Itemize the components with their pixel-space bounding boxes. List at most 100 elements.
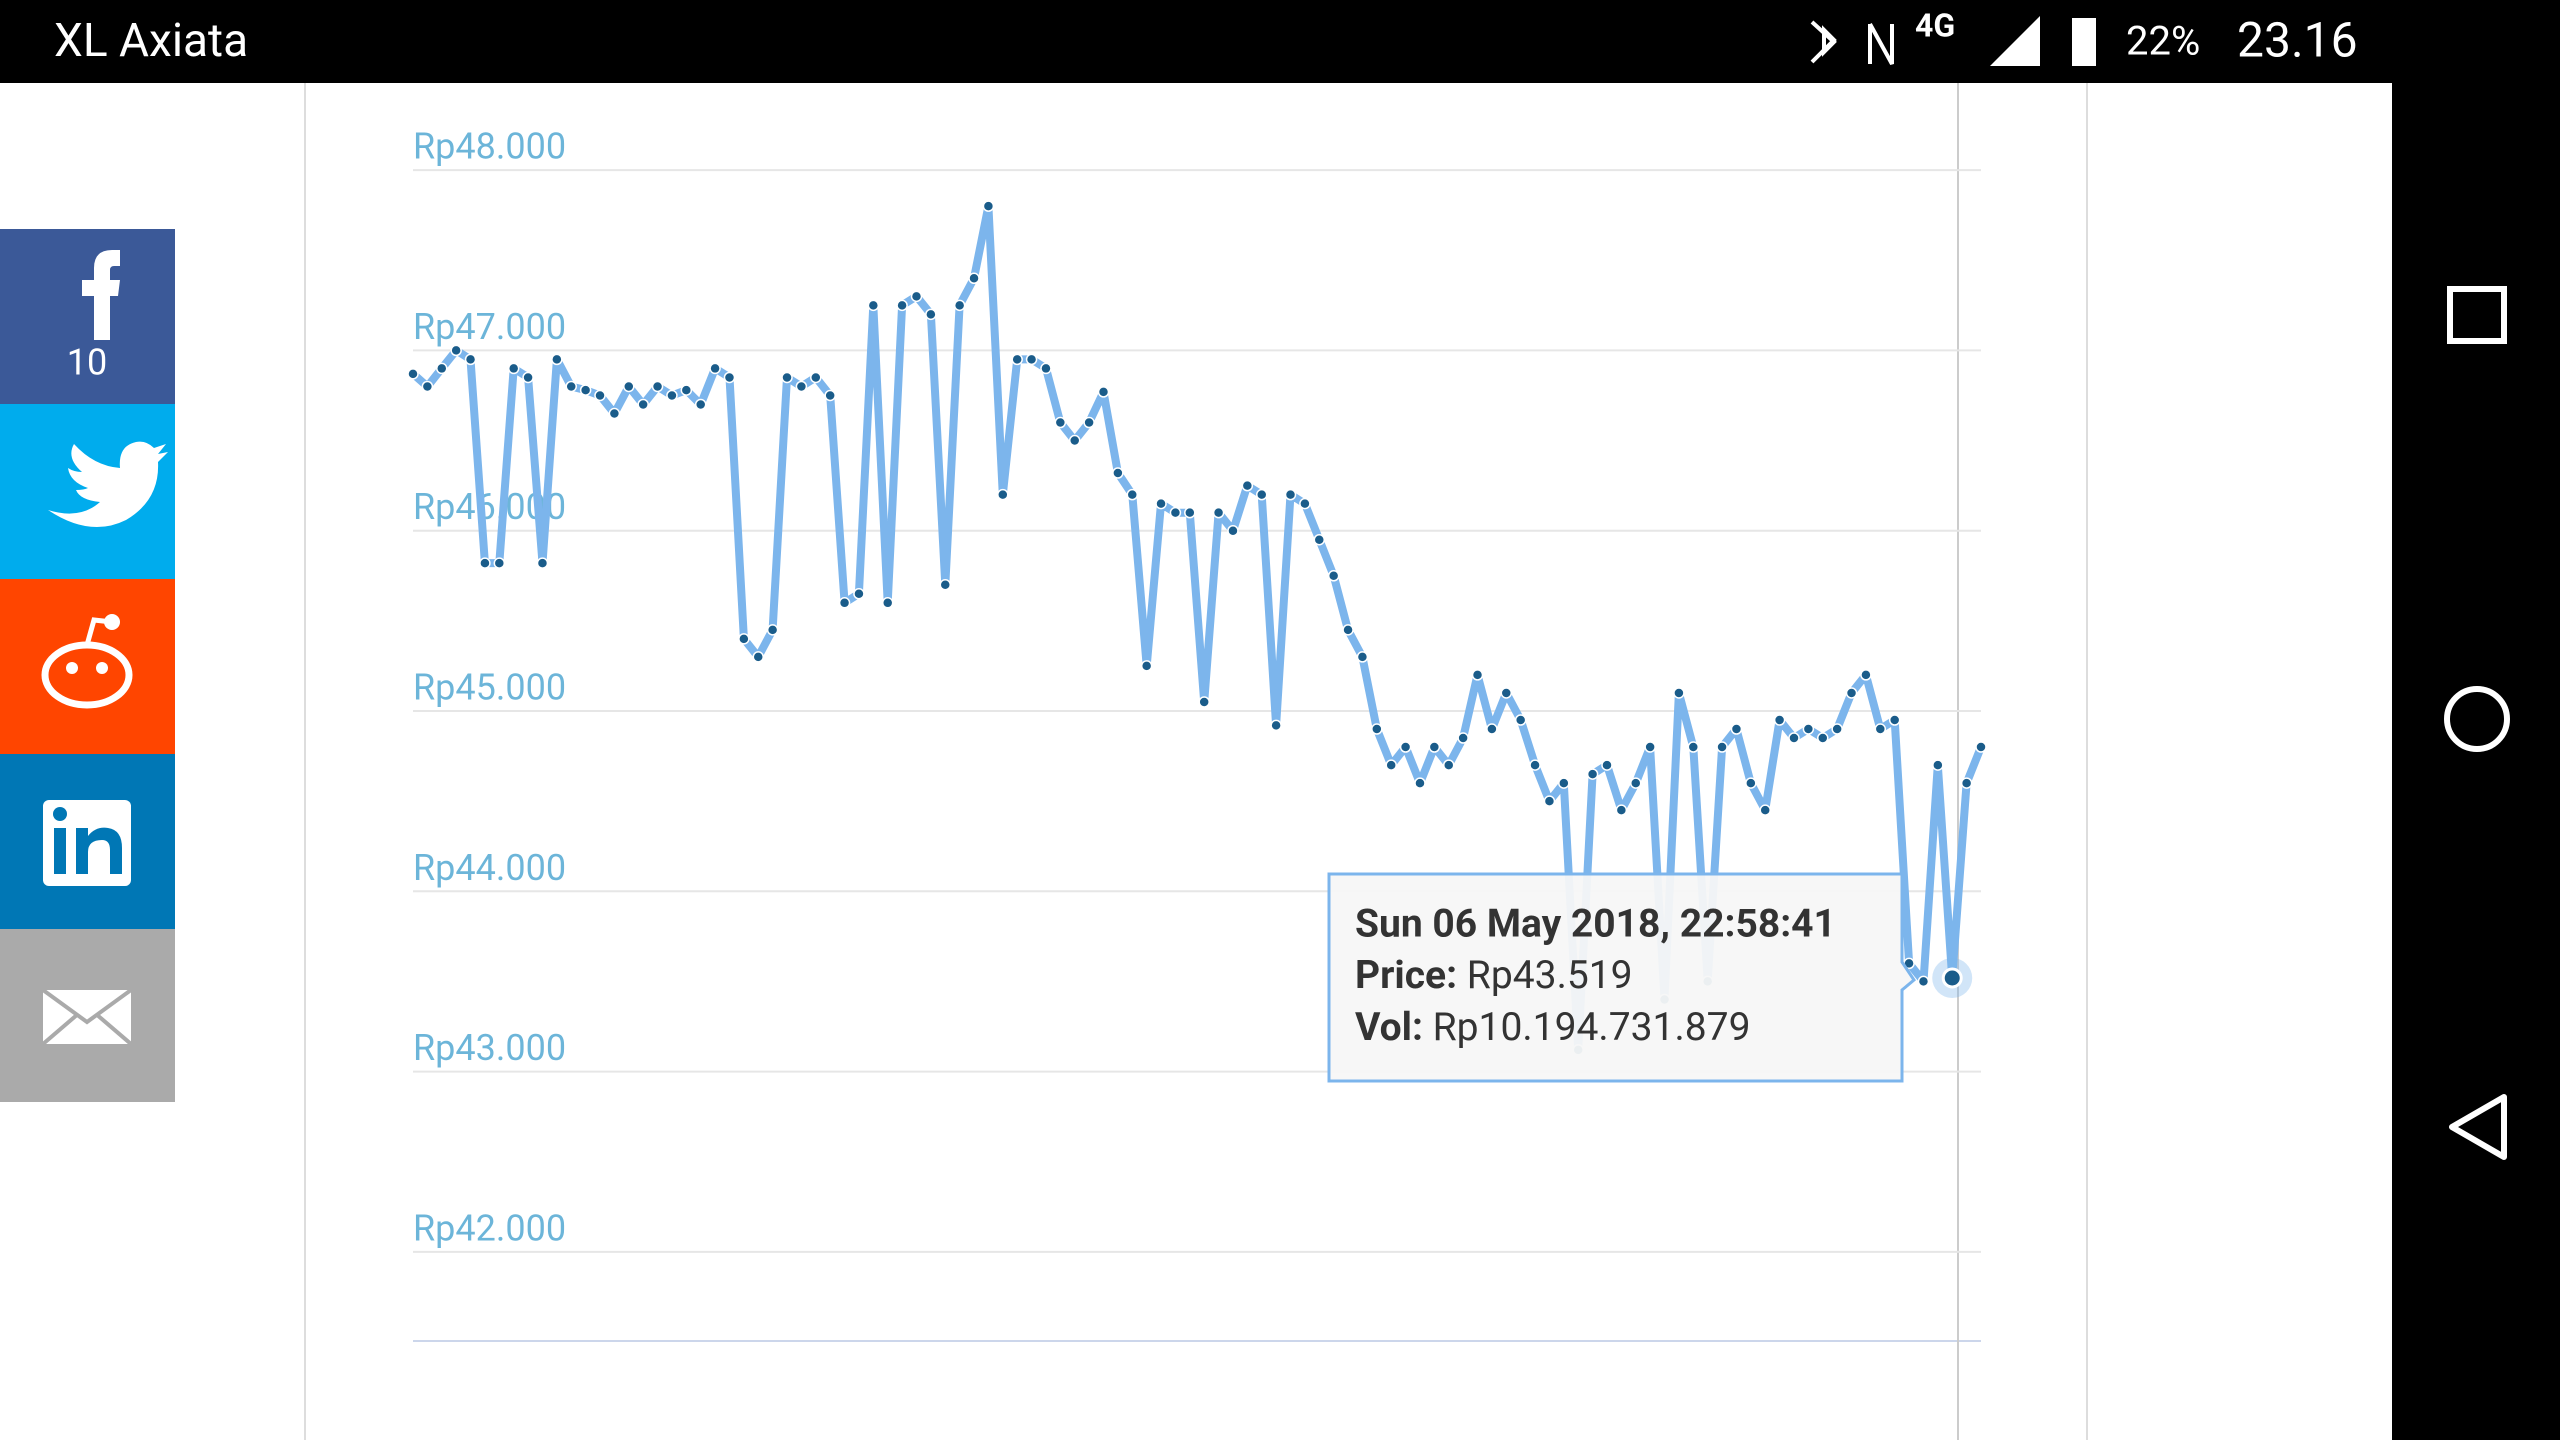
linkedin-n (76, 827, 122, 874)
data-point (910, 290, 923, 303)
home-button[interactable] (2444, 686, 2510, 752)
data-point (637, 398, 649, 411)
data-point (781, 371, 793, 384)
data-point (1687, 741, 1700, 753)
facebook-bg (0, 229, 175, 404)
share-count: 10 (67, 342, 107, 384)
linkedin-button[interactable] (0, 754, 175, 929)
data-point (694, 398, 707, 411)
data-point (1860, 669, 1872, 681)
data-point (1817, 732, 1829, 744)
battery-level: 22% (2126, 18, 2200, 65)
data-point (1313, 533, 1326, 546)
data-point (752, 651, 764, 663)
data-point (997, 488, 1009, 501)
y-tick-label: Rp42.000 (413, 1207, 566, 1249)
plot: Rp42.000Rp43.000Rp44.000Rp45.000Rp46.000… (407, 126, 1987, 1253)
data-point (1054, 416, 1067, 429)
data-point (1342, 624, 1354, 636)
data-point (1198, 696, 1210, 708)
data-point (1932, 759, 1944, 771)
data-point (623, 380, 635, 393)
data-point (1371, 723, 1383, 735)
data-point (1112, 467, 1124, 479)
data-point (1385, 759, 1397, 771)
y-tick-label: Rp48.000 (413, 126, 566, 168)
tooltip: Sun 06 May 2018, 22:58:41 Price: Rp43.51… (1327, 872, 1916, 1083)
reddit-stem (84, 617, 113, 646)
reddit-button[interactable] (0, 579, 175, 754)
data-point (795, 380, 808, 393)
data-point (1068, 434, 1081, 447)
data-point (1759, 804, 1771, 816)
data-point (1327, 570, 1340, 582)
data-point (1716, 741, 1728, 753)
content-bg (0, 0, 2392, 1440)
data-point (1543, 795, 1556, 807)
data-point (1169, 506, 1182, 519)
data-point (1558, 777, 1570, 789)
data-point (1514, 714, 1527, 726)
data-point (939, 579, 952, 591)
data-point (536, 557, 549, 569)
tooltip-box (1327, 872, 1916, 1083)
data-point (896, 299, 908, 312)
tooltip-vol: Vol: Rp10.194.731.879 (1355, 1004, 1751, 1050)
recents-button[interactable] (2447, 286, 2507, 344)
twitter-button[interactable] (0, 404, 175, 579)
data-point (723, 371, 736, 384)
facebook-button[interactable]: 10 (0, 229, 175, 404)
data-point (1284, 488, 1297, 501)
email-button[interactable] (0, 929, 175, 1102)
data-point (766, 624, 779, 636)
data-point (1011, 353, 1023, 366)
data-point (867, 299, 880, 312)
price-label: Price: (1355, 952, 1457, 998)
data-point (1083, 416, 1095, 429)
data-point (1788, 732, 1800, 744)
data-point (1299, 497, 1311, 510)
data-point (1428, 741, 1441, 753)
data-point (1586, 768, 1599, 780)
data-point (1831, 723, 1843, 735)
data-point (709, 362, 721, 375)
data-point (1255, 488, 1268, 501)
data-point (551, 353, 563, 366)
data-point (1888, 714, 1901, 726)
data-point (1673, 687, 1685, 699)
data-point (1960, 777, 1973, 789)
data-point (1442, 759, 1455, 771)
data-point (1615, 804, 1628, 816)
data-point (1917, 975, 1930, 988)
email-flap (41, 988, 133, 1046)
battery-icon (2072, 18, 2096, 66)
data-point (1845, 687, 1858, 699)
data-point (1399, 741, 1412, 753)
data-point (1241, 479, 1254, 492)
linkedin-i (54, 828, 66, 874)
back-button[interactable] (2449, 1094, 2507, 1160)
data-point (666, 389, 678, 402)
data-point (1601, 759, 1613, 771)
data-point (968, 272, 980, 285)
hover-point (1941, 967, 1963, 989)
tooltip-price: Price: Rp43.519 (1355, 952, 1633, 998)
bluetooth-icon (1810, 20, 1837, 64)
data-point (1529, 759, 1541, 771)
y-tick-label: Rp45.000 (413, 667, 566, 709)
data-point (507, 362, 520, 375)
reddit-eye (96, 662, 108, 674)
data-point (421, 380, 434, 393)
network-type: 4G (1915, 6, 1955, 44)
data-point (1140, 660, 1153, 672)
y-tick-label: Rp43.000 (413, 1027, 566, 1069)
data-point (853, 588, 865, 600)
data-point (464, 353, 477, 366)
vol-label: Vol: (1355, 1004, 1423, 1050)
data-point (1184, 506, 1196, 519)
data-point (1975, 741, 1987, 753)
y-tick-label: Rp44.000 (413, 847, 566, 889)
data-point (738, 633, 750, 645)
